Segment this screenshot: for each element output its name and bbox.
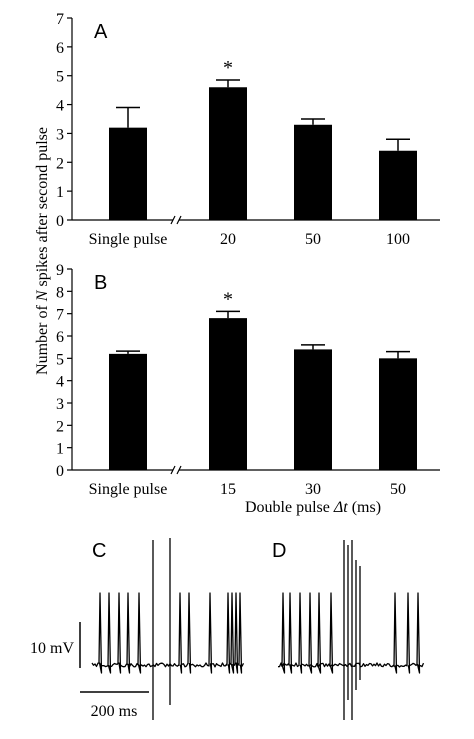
panel-b-category-label: Single pulse <box>89 481 168 498</box>
panel-b-axis-break-mark <box>176 465 182 475</box>
panel-b-y-tick-label: 6 <box>56 329 64 346</box>
panel-a-axis-break-mark <box>170 215 176 225</box>
panel-b-y-tick-label: 9 <box>56 262 64 279</box>
panel-a-category-label: 20 <box>220 231 236 248</box>
panel-a-category-label: Single pulse <box>89 231 168 248</box>
panel-a-y-tick-label: 0 <box>56 213 64 230</box>
voltage-trace-c <box>91 538 245 720</box>
panel-b-category-label: 15 <box>220 481 236 498</box>
panel-b-bar <box>209 318 247 470</box>
panel-a-significance-marker: * <box>223 57 233 79</box>
panel-b-axis-break-mark <box>170 465 176 475</box>
time-scale-label: 200 ms <box>91 703 138 720</box>
panel-a-bar <box>109 127 147 220</box>
panel-b-y-tick-label: 3 <box>56 396 64 413</box>
panel-d-label: D <box>272 540 286 562</box>
panel-a-y-tick-label: 5 <box>56 69 64 86</box>
panel-c-label: C <box>92 540 106 562</box>
panel-a-bar <box>294 124 332 220</box>
panel-b-y-tick-label: 7 <box>56 307 64 324</box>
panel-a-bar <box>379 150 417 220</box>
panel-a-y-tick-label: 1 <box>56 184 64 201</box>
panel-a-chart: 0 1 2 3 4 5 6 7 A Single pulse * 20 50 100 <box>56 11 440 248</box>
panel-b-bar <box>109 353 147 470</box>
panel-a-axis-break-mark <box>176 215 182 225</box>
panel-a-y-tick-label: 4 <box>56 98 64 115</box>
panel-b-significance-marker: * <box>223 288 233 310</box>
panel-b-y-tick-label: 1 <box>56 441 64 458</box>
panel-b-label: B <box>94 272 107 294</box>
panel-b-bar <box>294 349 332 470</box>
panel-a-y-tick-label: 6 <box>56 40 64 57</box>
panel-b-y-tick-label: 0 <box>56 463 64 480</box>
panel-a-category-label: 100 <box>386 231 410 248</box>
panel-b-category-label: 50 <box>390 481 406 498</box>
panel-b-chart: 0 1 2 3 4 5 6 7 8 9 B Single pulse * 15 30 50 <box>56 262 440 498</box>
panel-a-label: A <box>94 21 108 43</box>
x-axis-label: Double pulse Δt (ms) <box>245 499 381 516</box>
panel-b-category-label: 30 <box>305 481 321 498</box>
panel-a-y-tick-label: 7 <box>56 11 64 28</box>
panel-b-y-tick-label: 5 <box>56 351 64 368</box>
panel-a-y-tick-label: 3 <box>56 126 64 143</box>
panel-b-y-tick-label: 4 <box>56 374 64 391</box>
panel-b-y-tick-label: 2 <box>56 418 64 435</box>
voltage-trace-d <box>277 540 425 720</box>
panel-a-y-tick-label: 2 <box>56 155 64 172</box>
panel-b-y-tick-label: 8 <box>56 284 64 301</box>
y-axis-label: Number of N spikes after second pulse <box>34 127 51 375</box>
panel-b-bar <box>379 358 417 470</box>
panel-a-category-label: 50 <box>305 231 321 248</box>
panel-a-bar <box>209 87 247 220</box>
voltage-scale-label: 10 mV <box>30 640 74 657</box>
